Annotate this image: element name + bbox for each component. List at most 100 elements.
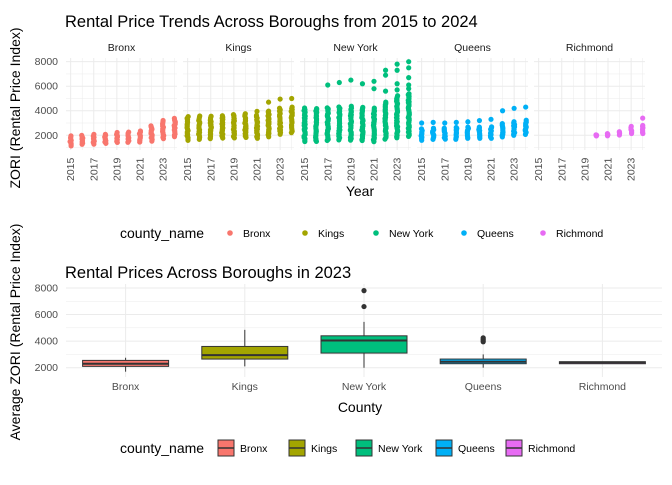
x-tick-label: 2021 [135,157,147,181]
data-point [394,87,400,93]
data-point [616,129,622,135]
x-tick-label: 2021 [252,157,264,181]
y-tick-label: 4000 [35,105,59,117]
data-point [476,117,483,124]
data-point [371,86,377,92]
box-body [320,335,408,354]
data-point [628,123,634,129]
x-tick-label: 2021 [486,157,498,181]
x-tick-label: 2019 [228,157,240,181]
data-point [406,59,412,65]
facet-strip-label: New York [333,42,378,54]
x-tick-label: 2017 [439,157,451,181]
x-tick-label: 2017 [88,157,100,181]
data-point [253,112,260,119]
x-tick-label: 2019 [579,157,591,181]
facet-queens: Queens 2015 2017 2019 2021 2023 [416,42,529,181]
data-point [325,82,331,88]
data-point [406,86,412,92]
facet-new-york: New York 2015 2017 2019 2021 2023 [299,42,412,181]
data-point [640,115,646,121]
data-point [511,119,517,125]
data-point [289,95,295,102]
x-tick-label: 2017 [205,157,217,181]
data-point [406,75,412,81]
data-point [394,93,401,99]
data-point [453,124,459,131]
data-point [465,124,471,130]
legend-key [540,230,546,236]
x-tick-label: 2015 [182,157,194,181]
x-tick-label: Bronx [112,381,140,393]
data-point [640,122,646,129]
data-point [254,108,260,114]
x-tick-label: 2019 [111,157,123,181]
chart2-xlabel: County [338,399,382,415]
y-tick-label: 2000 [35,362,59,374]
legend-label: Bronx [243,228,271,240]
data-point [230,111,237,118]
data-point [371,78,377,84]
box-richmond [558,361,646,365]
x-tick-label: 2021 [369,157,381,181]
chart2-title: Rental Prices Across Boroughs in 2023 [65,264,351,282]
facet-strip-label: Richmond [566,42,613,54]
y-tick-label: 8000 [35,56,59,68]
data-point [68,133,74,139]
data-point [523,104,529,110]
facet-bronx: Bronx 2015 2017 2019 2021 2023 [65,42,178,181]
chart1-xlabel: Year [346,183,375,199]
x-tick-label: 2017 [322,157,334,181]
data-point [266,108,272,114]
data-point [394,81,400,87]
data-point [197,113,203,119]
legend-title: county_name [120,225,204,241]
facet-panel [300,58,411,150]
data-point [406,82,412,88]
chart2-plot: Bronx Kings New York Queens Richmond 2000 4000… [35,282,662,393]
box-body [201,345,289,360]
data-point [348,103,354,109]
box-outlier [361,303,367,310]
data-point [265,99,272,105]
data-point [511,105,517,111]
data-point [91,131,97,137]
data-point [359,81,366,87]
chart1-ylabel: ZORI (Rental Price Index) [7,27,23,188]
legend-label: Richmond [528,443,575,455]
x-tick-label: 2023 [392,157,404,181]
data-point [348,77,354,83]
y-tick-label: 4000 [35,336,59,348]
legend-key [302,230,308,236]
legend-title: county_name [120,440,204,456]
data-point [604,131,611,137]
legend-label: Queens [458,443,495,455]
chart2-ylabel: Average ZORI (Rental Price Index) [7,224,23,441]
facet-strip-label: Bronx [108,42,136,54]
facet-panel [66,58,177,150]
data-point [137,128,144,134]
data-point [430,125,437,131]
data-point [406,91,412,97]
data-point [406,65,412,71]
facet-richmond: Richmond 2015 2017 2019 2021 2023 [533,42,646,181]
data-point [360,104,366,110]
chart1-facets: 2000 4000 6000 8000 Bronx 2015 2017 2019 2021 202… [35,42,646,181]
data-point [208,113,214,119]
x-tick-label: Richmond [579,381,626,393]
data-point [160,117,166,124]
data-point [453,119,459,125]
x-tick-label: 2015 [65,157,77,181]
data-point [126,129,132,135]
x-tick-label: 2023 [626,157,638,181]
data-point [430,119,436,125]
x-tick-label: 2019 [345,157,357,181]
data-point [324,105,330,111]
box-queens [439,335,527,368]
data-point [185,114,191,120]
data-point [593,132,599,138]
x-tick-label: Queens [465,381,502,393]
data-point [382,72,389,78]
data-point [441,125,447,131]
